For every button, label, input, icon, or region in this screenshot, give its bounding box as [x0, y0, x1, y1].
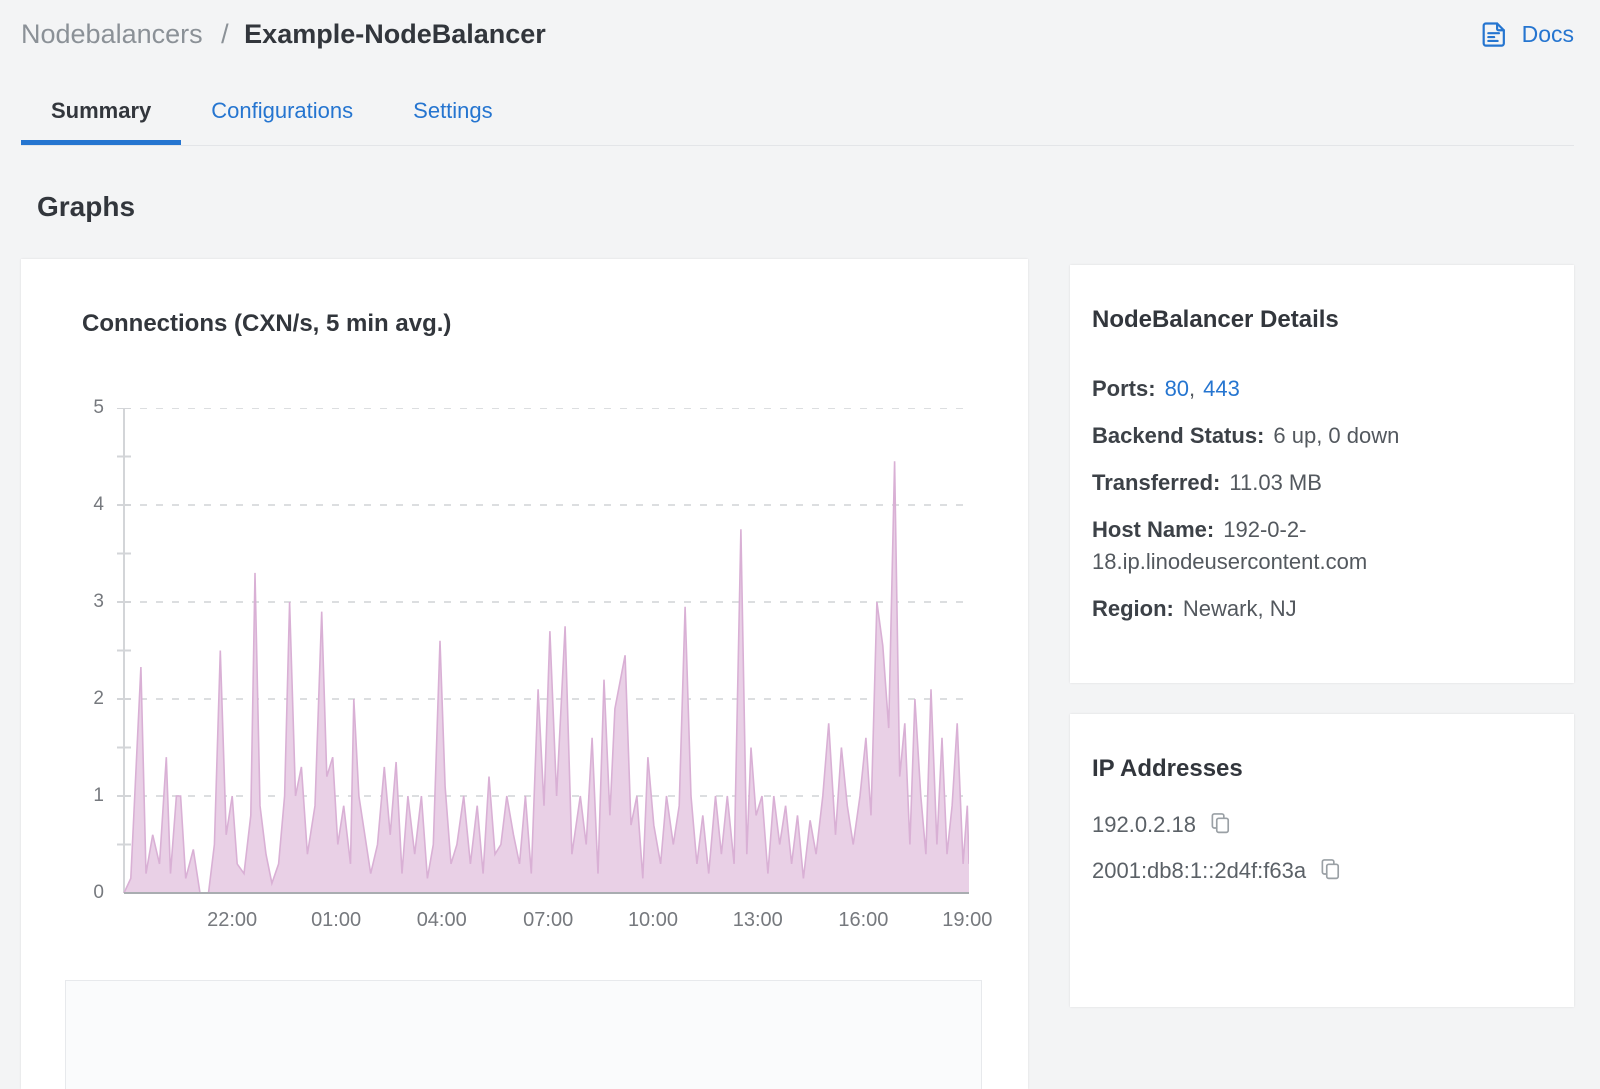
- ipv4-address: 192.0.2.18: [1092, 812, 1196, 837]
- copy-ipv6-button[interactable]: [1318, 857, 1343, 885]
- ip-addresses-card: IP Addresses 192.0.2.18 2001:db8:1::2d4f…: [1070, 714, 1574, 1007]
- tab-bar: Summary Configurations Settings: [21, 81, 1574, 146]
- ipv6-address: 2001:db8:1::2d4f:f63a: [1092, 858, 1307, 883]
- copy-ipv4-button[interactable]: [1208, 811, 1233, 839]
- connections-area-chart: 0 1 2 3 4 5 22:00 01:00 04:00 07:00 10:00 13:00 16:…: [82, 397, 992, 935]
- docs-link[interactable]: Docs: [1478, 19, 1574, 50]
- transferred-value: 11.03 MB: [1229, 470, 1322, 495]
- page-title: Example-NodeBalancer: [244, 18, 546, 49]
- detail-row-transferred: Transferred: 11.03 MB: [1092, 467, 1546, 499]
- y-axis-label: 4: [93, 494, 104, 515]
- x-axis-label: 19:00: [942, 909, 993, 931]
- ip-row-ipv6: 2001:db8:1::2d4f:f63a: [1092, 854, 1546, 888]
- chart-title: Connections (CXN/s, 5 min avg.): [82, 310, 452, 337]
- docs-link-label: Docs: [1521, 20, 1574, 47]
- host-name-value: 192-0-2-18.ip.linodeusercontent.com: [1092, 517, 1368, 574]
- docs-icon: [1478, 19, 1509, 50]
- details-card-title: NodeBalancer Details: [1092, 306, 1339, 333]
- graph-legend-table: [65, 980, 982, 1089]
- ip-addresses-title: IP Addresses: [1092, 755, 1243, 782]
- copy-icon: [1318, 857, 1343, 885]
- tab-configurations[interactable]: Configurations: [211, 98, 354, 123]
- x-axis-label: 01:00: [311, 909, 362, 931]
- detail-row-host-name: Host Name: 192-0-2-18.ip.linodeuserconten…: [1092, 514, 1546, 578]
- x-axis-label: 10:00: [627, 909, 678, 931]
- connections-graph-card: Connections (CXN/s, 5 min avg.) 0 1 2 3 4 5 2…: [21, 259, 1028, 1089]
- host-name-label: Host Name:: [1092, 517, 1215, 542]
- breadcrumb-separator: /: [221, 18, 229, 49]
- backend-status-label: Backend Status:: [1092, 423, 1265, 448]
- copy-icon: [1208, 811, 1233, 839]
- breadcrumb: Nodebalancers / Example-NodeBalancer: [21, 19, 546, 50]
- x-axis-label: 22:00: [207, 909, 258, 931]
- region-label: Region:: [1092, 596, 1174, 621]
- x-axis-labels: 22:00 01:00 04:00 07:00 10:00 13:00 16:00 19:00: [112, 909, 992, 935]
- ports-label: Ports:: [1092, 376, 1156, 401]
- detail-row-backend-status: Backend Status: 6 up, 0 down: [1092, 420, 1546, 452]
- right-sidebar: NodeBalancer Details Ports: 80, 443 Backen…: [1070, 265, 1574, 1089]
- detail-row-ports: Ports: 80, 443: [1092, 373, 1546, 405]
- transferred-label: Transferred:: [1092, 470, 1221, 495]
- x-axis-label: 13:00: [732, 909, 783, 931]
- tab-summary[interactable]: Summary: [21, 81, 181, 145]
- graphs-section-title: Graphs: [37, 191, 136, 222]
- ports-separator: ,: [1189, 376, 1196, 401]
- detail-row-region: Region: Newark, NJ: [1092, 593, 1546, 625]
- port-443-link[interactable]: 443: [1203, 376, 1240, 401]
- y-axis-label: 5: [93, 397, 104, 418]
- x-axis-label: 04:00: [416, 909, 467, 931]
- connections-area-fill: [124, 461, 969, 893]
- tab-settings[interactable]: Settings: [413, 98, 493, 123]
- y-axis-label: 2: [93, 688, 104, 709]
- breadcrumb-nodebalancers-link[interactable]: Nodebalancers: [21, 18, 203, 49]
- y-axis-label: 1: [93, 785, 104, 806]
- main-content: Connections (CXN/s, 5 min avg.) 0 1 2 3 4 5 2…: [21, 259, 1574, 1089]
- nodebalancer-details-card: NodeBalancer Details Ports: 80, 443 Backen…: [1070, 265, 1574, 683]
- backend-status-value: 6 up, 0 down: [1273, 423, 1400, 448]
- x-axis-label: 16:00: [838, 909, 889, 931]
- connections-area-outline: [123, 461, 969, 894]
- x-axis-label: 07:00: [523, 909, 574, 931]
- y-axis-label: 0: [93, 882, 104, 903]
- port-80-link[interactable]: 80: [1164, 376, 1190, 401]
- region-value: Newark, NJ: [1182, 596, 1297, 621]
- y-axis-label: 3: [93, 591, 104, 612]
- chart-plot-area: [117, 408, 969, 894]
- ip-row-ipv4: 192.0.2.18: [1092, 808, 1546, 842]
- page-header: Nodebalancers / Example-NodeBalancer Doc…: [21, 0, 1574, 49]
